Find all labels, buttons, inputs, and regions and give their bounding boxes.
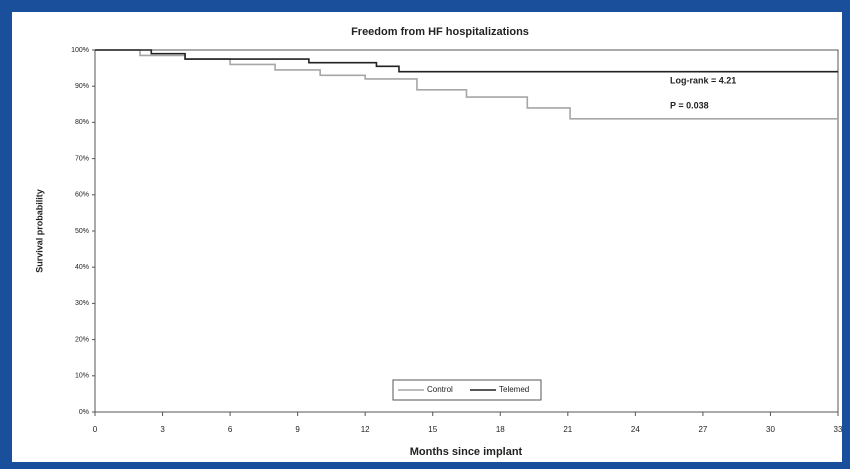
y-tick-label: 20%	[75, 336, 89, 343]
y-tick-label: 70%	[75, 155, 89, 162]
x-tick-label: 30	[766, 425, 775, 434]
y-axis-label: Survival probability	[34, 189, 44, 273]
y-tick-label: 100%	[71, 47, 89, 54]
x-tick-label: 9	[295, 425, 300, 434]
legend-label: Control	[427, 385, 453, 394]
y-tick-label: 90%	[75, 83, 89, 90]
y-tick-label: 40%	[75, 264, 89, 271]
x-tick-label: 33	[834, 425, 843, 434]
x-tick-label: 12	[361, 425, 370, 434]
chart-title: Freedom from HF hospitalizations	[351, 26, 529, 38]
y-tick-label: 80%	[75, 119, 89, 126]
x-tick-label: 27	[698, 425, 707, 434]
x-tick-label: 6	[228, 425, 233, 434]
y-tick-label: 50%	[75, 228, 89, 235]
x-tick-label: 21	[563, 425, 572, 434]
x-tick-label: 3	[160, 425, 165, 434]
legend-label: Telemed	[499, 385, 529, 394]
y-tick-label: 30%	[75, 300, 89, 307]
y-tick-label: 0%	[79, 409, 89, 416]
x-tick-label: 15	[428, 425, 437, 434]
x-axis-label: Months since implant	[410, 446, 523, 458]
x-tick-label: 0	[93, 425, 98, 434]
x-tick-label: 24	[631, 425, 640, 434]
legend	[392, 379, 542, 401]
x-tick-label: 18	[496, 425, 505, 434]
y-tick-label: 60%	[75, 192, 89, 199]
y-tick-label: 10%	[75, 373, 89, 380]
annotation: Log-rank = 4.21	[670, 75, 736, 85]
series-line	[95, 49, 838, 73]
annotation: P = 0.038	[670, 100, 709, 110]
